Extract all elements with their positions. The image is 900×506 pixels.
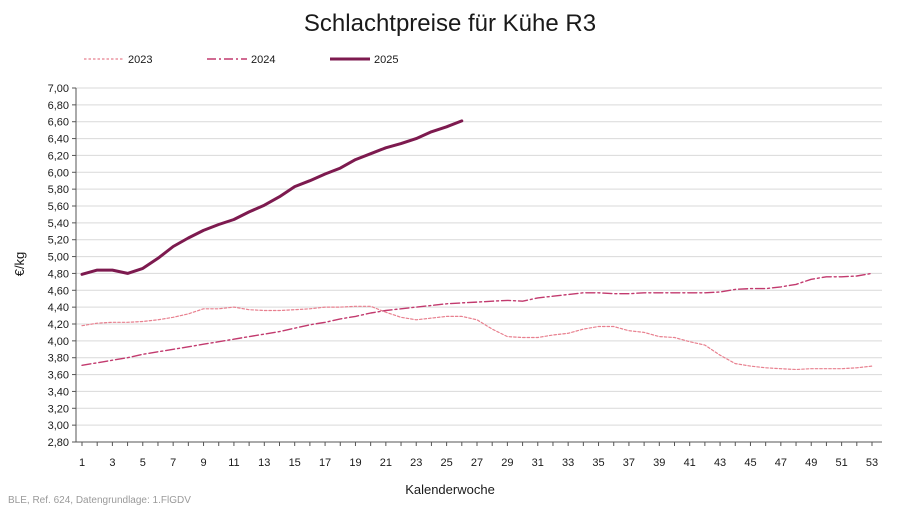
y-tick-label: 3,80 (48, 353, 69, 365)
legend-label-2023: 2023 (128, 54, 152, 66)
x-tick-label: 17 (319, 457, 331, 469)
series-line-2023 (81, 305, 873, 371)
x-tick-label: 9 (200, 457, 206, 469)
x-tick-label: 51 (835, 457, 847, 469)
y-tick-label: 7,00 (48, 83, 69, 95)
x-tick-label: 47 (775, 457, 787, 469)
chart-title: Schlachtpreise für Kühe R3 (304, 10, 596, 37)
legend-label-2025: 2025 (374, 54, 398, 66)
x-axis-ticks: 1 3 5 7 9 11 13 15 17 19 21 23 25 27 29 31 33 35 37 39 41 43 4… (79, 442, 878, 469)
y-tick-label: 6,60 (48, 117, 69, 129)
x-tick-label: 25 (440, 457, 452, 469)
y-tick-label: 5,40 (48, 218, 69, 230)
x-tick-label: 33 (562, 457, 574, 469)
x-tick-label: 31 (532, 457, 544, 469)
x-tick-label: 35 (592, 457, 604, 469)
x-tick-label: 39 (653, 457, 665, 469)
x-tick-label: 3 (109, 457, 115, 469)
y-tick-label: 4,20 (48, 319, 69, 331)
x-tick-label: 19 (349, 457, 361, 469)
y-tick-label: 6,80 (48, 100, 69, 112)
x-tick-label: 5 (140, 457, 146, 469)
x-tick-label: 15 (289, 457, 301, 469)
x-tick-label: 41 (684, 457, 696, 469)
y-tick-label: 4,80 (48, 268, 69, 280)
x-tick-label: 29 (501, 457, 513, 469)
legend-label-2024: 2024 (251, 54, 275, 66)
y-tick-label: 5,60 (48, 201, 69, 213)
series-line-2025 (80, 119, 464, 276)
axes (75, 88, 882, 443)
y-axis-label: €/kg (12, 252, 27, 277)
x-tick-label: 45 (744, 457, 756, 469)
source-note: BLE, Ref. 624, Datengrundlage: 1.FlGDV (8, 495, 191, 506)
x-axis-label: Kalenderwoche (405, 482, 495, 497)
x-tick-label: 37 (623, 457, 635, 469)
y-tick-label: 6,20 (48, 150, 69, 162)
y-tick-label: 3,20 (48, 403, 69, 415)
y-tick-label: 4,40 (48, 302, 69, 314)
y-tick-label: 3,00 (48, 420, 69, 432)
y-tick-label: 3,60 (48, 370, 69, 382)
x-tick-label: 21 (380, 457, 392, 469)
series-line-2024 (81, 272, 873, 366)
y-tick-label: 5,80 (48, 184, 69, 196)
y-axis-ticks: 2,80 3,00 3,20 3,40 3,60 3,80 4,00 4,20 4,40 4,60… (48, 83, 76, 449)
x-tick-label: 11 (228, 457, 239, 469)
y-tick-label: 6,40 (48, 134, 69, 146)
x-tick-label: 7 (170, 457, 176, 469)
x-tick-label: 49 (805, 457, 817, 469)
series-layer (80, 119, 873, 371)
y-tick-label: 3,40 (48, 386, 69, 398)
y-tick-label: 2,80 (48, 437, 69, 449)
grid-lines (76, 87, 882, 443)
x-tick-label: 13 (258, 457, 270, 469)
x-tick-label: 23 (410, 457, 422, 469)
y-tick-label: 5,20 (48, 235, 69, 247)
legend: 2023 2024 2025 (84, 54, 398, 66)
x-tick-label: 1 (79, 457, 85, 469)
x-tick-label: 53 (866, 457, 878, 469)
x-tick-label: 43 (714, 457, 726, 469)
y-tick-label: 4,60 (48, 285, 69, 297)
y-tick-label: 5,00 (48, 252, 69, 264)
x-tick-label: 27 (471, 457, 483, 469)
y-tick-label: 4,00 (48, 336, 69, 348)
y-tick-label: 6,00 (48, 167, 69, 179)
